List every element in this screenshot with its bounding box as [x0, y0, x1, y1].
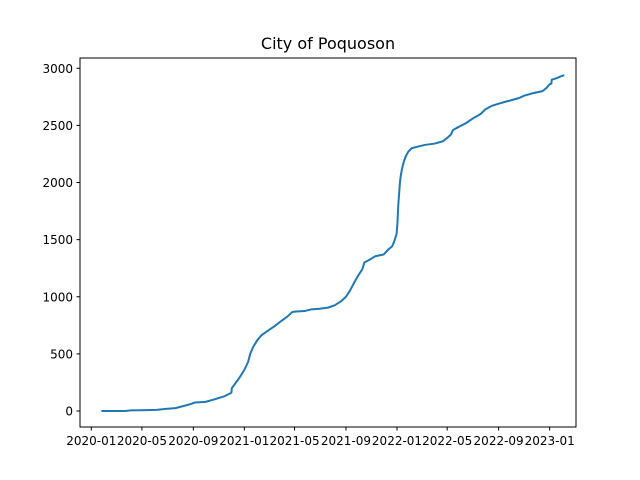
x-tick-label: 2020-05 — [117, 434, 167, 448]
y-tick-label: 1500 — [42, 233, 73, 247]
x-tick-label: 2021-05 — [269, 434, 319, 448]
x-axis: 2020-01 2020-05 2020-09 2021-01 2021-05 2021-… — [66, 427, 575, 448]
y-tick-label: 2000 — [42, 176, 73, 190]
y-tick-label: 1000 — [42, 290, 73, 304]
x-tick-label: 2022-05 — [422, 434, 472, 448]
plot-area — [101, 74, 565, 413]
x-tick-label: 2021-09 — [321, 434, 371, 448]
x-tick-label: 2022-09 — [474, 434, 524, 448]
series-line — [101, 74, 565, 413]
y-tick-label: 500 — [50, 347, 73, 361]
x-tick-label: 2020-01 — [66, 434, 116, 448]
x-tick-label: 2022-01 — [372, 434, 422, 448]
chart-title: City of Poquoson — [261, 34, 395, 53]
x-tick-label: 2021-01 — [219, 434, 269, 448]
x-tick-label: 2023-01 — [525, 434, 575, 448]
x-tick-label: 2020-09 — [168, 434, 218, 448]
y-tick-label: 2500 — [42, 119, 73, 133]
y-tick-label: 0 — [65, 405, 73, 419]
plot-frame — [79, 57, 577, 428]
y-tick-label: 3000 — [42, 62, 73, 76]
y-axis: 0 500 1000 1500 2000 2500 3000 — [42, 62, 80, 419]
